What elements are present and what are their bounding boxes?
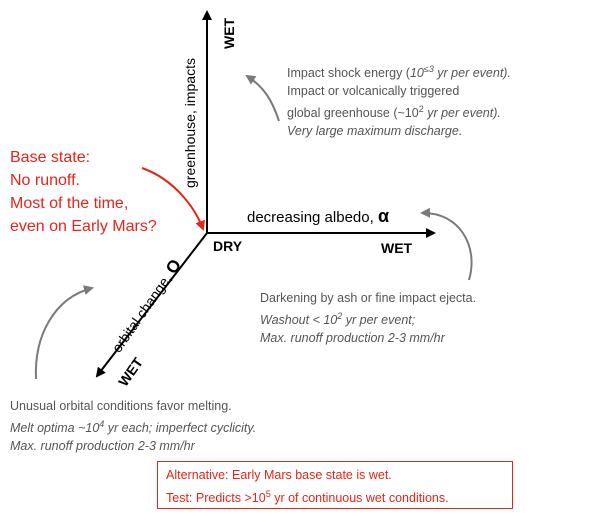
impact-note: Impact shock energy (10≤3 yr per event).… xyxy=(287,60,511,140)
orbital-note-line3: Max. runoff production 2-3 mm/hr xyxy=(10,439,195,454)
orbital-note: Unusual orbital conditions favor melting… xyxy=(10,397,256,455)
impact-note-line4: Very large maximum discharge. xyxy=(287,124,463,139)
horizontal-wet-label: WET xyxy=(381,240,413,256)
albedo-note: Darkening by ash or fine impact ejecta. … xyxy=(260,289,476,347)
base-state-line: No runoff. xyxy=(10,172,80,189)
albedo-note-line2: Washout < 102 yr per event; xyxy=(260,311,416,328)
alternative-line1: Alternative: Early Mars base state is we… xyxy=(166,468,392,482)
base-state-line: Most of the time, xyxy=(10,195,129,212)
impact-note-line1: Impact shock energy (10≤3 yr per event). xyxy=(287,64,511,81)
diagonal-axis xyxy=(95,232,208,378)
base-state-line: Base state: xyxy=(10,149,91,166)
alpha-symbol: α xyxy=(377,206,390,226)
orbital-note-line2: Melt optima ~104 yr each; imperfect cycl… xyxy=(10,419,257,436)
alternative-line2: Test: Predicts >105 yr of continuous wet… xyxy=(166,489,449,506)
orbital-curved-arrow xyxy=(34,285,94,380)
albedo-note-line3: Max. runoff production 2-3 mm/hr xyxy=(260,331,445,346)
horizontal-axis-label: decreasing albedo, α xyxy=(247,206,390,226)
impact-curved-arrow xyxy=(245,74,280,122)
albedo-note-line1: Darkening by ash or fine impact ejecta. xyxy=(260,291,477,305)
base-state-line: even on Early Mars? xyxy=(10,218,157,235)
impact-note-line3: global greenhouse (~102 yr per event). xyxy=(287,104,501,121)
impact-note-line2: Impact or volcanically triggered xyxy=(287,84,460,99)
vertical-axis-label: greenhouse, impacts xyxy=(182,58,198,188)
orbital-note-line1: Unusual orbital conditions favor melting… xyxy=(10,399,232,413)
alternative-box: Alternative: Early Mars base state is we… xyxy=(157,461,513,509)
albedo-curved-arrow xyxy=(420,207,473,281)
origin-dry-label: DRY xyxy=(213,238,243,254)
base-state-note: Base state: No runoff. Most of the time,… xyxy=(10,146,157,238)
vertical-wet-label: WET xyxy=(221,17,237,49)
base-state-arrow xyxy=(141,167,205,231)
